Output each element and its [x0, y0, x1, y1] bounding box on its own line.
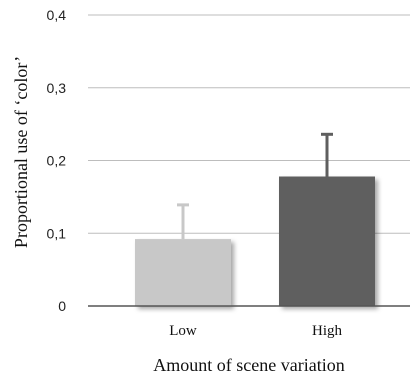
bars — [135, 176, 375, 306]
error-bars — [177, 132, 333, 240]
y-tick-label: 0,4 — [47, 7, 67, 23]
y-tick-label: 0,3 — [47, 80, 67, 96]
y-tick-label: 0,1 — [47, 225, 67, 241]
y-tick-label: 0 — [58, 298, 66, 314]
y-axis-title: Proportional use of ‘color’ — [11, 56, 31, 248]
x-axis-title: Amount of scene variation — [153, 355, 344, 375]
x-axis-ticks: Low High — [169, 323, 342, 339]
bar-high — [279, 176, 375, 306]
x-tick-label: High — [312, 323, 343, 339]
y-axis-ticks: 0 0,1 0,2 0,3 0,4 — [47, 7, 67, 314]
bar-low — [135, 239, 231, 306]
y-tick-label: 0,2 — [47, 153, 67, 169]
x-tick-label: Low — [169, 323, 197, 339]
